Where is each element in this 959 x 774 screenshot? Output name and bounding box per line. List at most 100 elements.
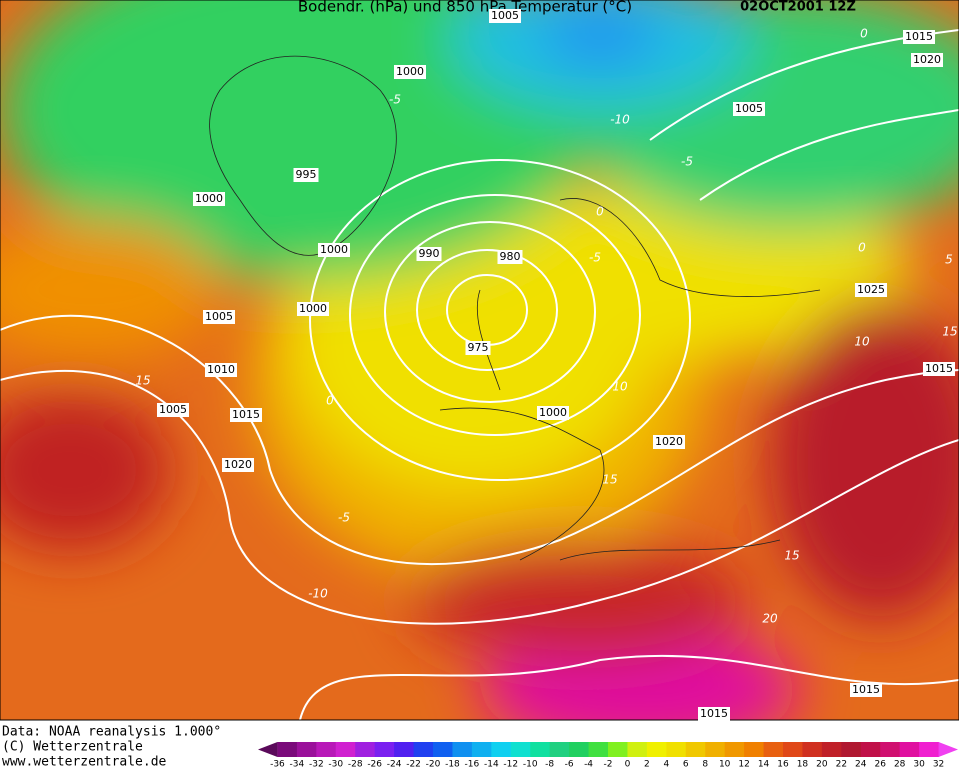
isobar-label: 980 (500, 250, 521, 263)
colorbar-label: -14 (484, 760, 499, 770)
temperature-label: -10 (610, 113, 630, 127)
colorbar-label: -28 (348, 760, 363, 770)
colorbar-segment (919, 742, 940, 757)
colorbar-label: -20 (426, 760, 441, 770)
colorbar-label: 0 (625, 760, 631, 770)
footer-line: www.wetterzentrale.de (2, 755, 167, 770)
temperature-label: 0 (596, 205, 604, 219)
isobar-label: 1000 (299, 302, 327, 315)
temperature-label: 10 (612, 380, 628, 394)
isobar-label: 1005 (735, 102, 763, 115)
colorbar-label: -18 (445, 760, 460, 770)
isobar-label-box (293, 168, 319, 182)
temperature-label: 5 (945, 253, 953, 267)
colorbar-label: 22 (836, 760, 847, 770)
colorbar-label: -10 (523, 760, 538, 770)
colorbar-label: 30 (913, 760, 925, 770)
colorbar-segment (899, 742, 920, 757)
isobar-label: 1000 (195, 192, 223, 205)
isobar-label: 1000 (320, 243, 348, 256)
colorbar-label: 10 (719, 760, 731, 770)
colorbar-segment (316, 742, 337, 757)
colorbar-label: -24 (387, 760, 402, 770)
colorbar-label: 12 (738, 760, 749, 770)
isobar-label-box (911, 53, 943, 67)
colorbar-label: 2 (644, 760, 650, 770)
colorbar-label: 20 (816, 760, 828, 770)
isobar-label-box (193, 192, 225, 206)
isobar-label-box (489, 9, 521, 23)
isobar-label-box (205, 363, 237, 377)
colorbar-segment (277, 742, 298, 757)
isobar-label: 1010 (207, 363, 235, 376)
isobar-label: 1005 (205, 310, 233, 323)
isobar-label: 990 (419, 247, 440, 260)
temperature-label: 15 (135, 374, 150, 388)
isobar-label-box (850, 683, 882, 697)
isobar-label: 1005 (159, 403, 187, 416)
colorbar-label: -34 (290, 760, 305, 770)
colorbar-label: 28 (894, 760, 906, 770)
isobar-label-box (230, 408, 262, 422)
isobar-label-box (537, 406, 569, 420)
colorbar-label: -6 (565, 760, 574, 770)
isobar-label-box (497, 250, 523, 264)
isobar-label-box (297, 302, 329, 316)
colorbar-segment (394, 742, 415, 757)
colorbar-label: -22 (406, 760, 421, 770)
isobar-label: 975 (468, 341, 489, 354)
colorbar-arrow (938, 742, 958, 757)
colorbar-label: -26 (367, 760, 382, 770)
temperature-label: -5 (589, 251, 601, 265)
isobar-label-box (653, 435, 685, 449)
colorbar-segment (744, 742, 765, 757)
colorbar-label: 26 (874, 760, 886, 770)
temperature-label: -5 (389, 93, 401, 107)
colorbar-label: -12 (503, 760, 518, 770)
colorbar-segment (646, 742, 667, 757)
colorbar-segment (549, 742, 570, 757)
isobar-label-box (698, 707, 730, 721)
colorbar-label: 8 (702, 760, 708, 770)
temperature-label: 15 (602, 473, 617, 487)
map-date: 02OCT2001 12Z (740, 0, 856, 15)
colorbar-label: 4 (663, 760, 669, 770)
isobar-label-box (903, 30, 935, 44)
colorbar-label: 18 (797, 760, 809, 770)
colorbar-segment (666, 742, 687, 757)
colorbar-segment (588, 742, 609, 757)
isobar-label-box (855, 283, 887, 297)
isobar-label-box (222, 458, 254, 472)
colorbar-segment (821, 742, 842, 757)
temperature-label: 10 (854, 335, 870, 349)
isobar-label: 1005 (491, 9, 519, 22)
temperature-label: -5 (338, 511, 350, 525)
colorbar-label: -30 (328, 760, 343, 770)
isobar-label: 995 (296, 168, 317, 181)
isobar-label-box (465, 341, 491, 355)
isobar-label: 1000 (396, 65, 424, 78)
map-title: Bodendr. (hPa) und 850 hPa Temperatur (°… (298, 0, 632, 16)
colorbar-segment (802, 742, 823, 757)
isobar-label: 1020 (224, 458, 252, 471)
colorbar-label: -8 (545, 760, 554, 770)
isobar-label: 1015 (232, 408, 260, 421)
colorbar-label: -36 (270, 760, 285, 770)
isobar-label: 1020 (913, 53, 941, 66)
isobar-label-box (157, 403, 189, 417)
coastlines (209, 55, 821, 561)
isobar-label: 1015 (905, 30, 933, 43)
isobar-label: 1020 (655, 435, 683, 448)
footer-line: Data: NOAA reanalysis 1.000° (2, 725, 221, 740)
colorbar-label: 32 (933, 760, 944, 770)
temperature-label: 20 (762, 612, 778, 626)
colorbar-segment (763, 742, 784, 757)
isobar-label: 1015 (925, 362, 953, 375)
temperature-label: 0 (858, 241, 866, 255)
colorbar-label: 6 (683, 760, 689, 770)
isobar-label-box (203, 310, 235, 324)
colorbar-segment (569, 742, 590, 757)
colorbar-label: 16 (777, 760, 789, 770)
colorbar-segment (608, 742, 628, 757)
